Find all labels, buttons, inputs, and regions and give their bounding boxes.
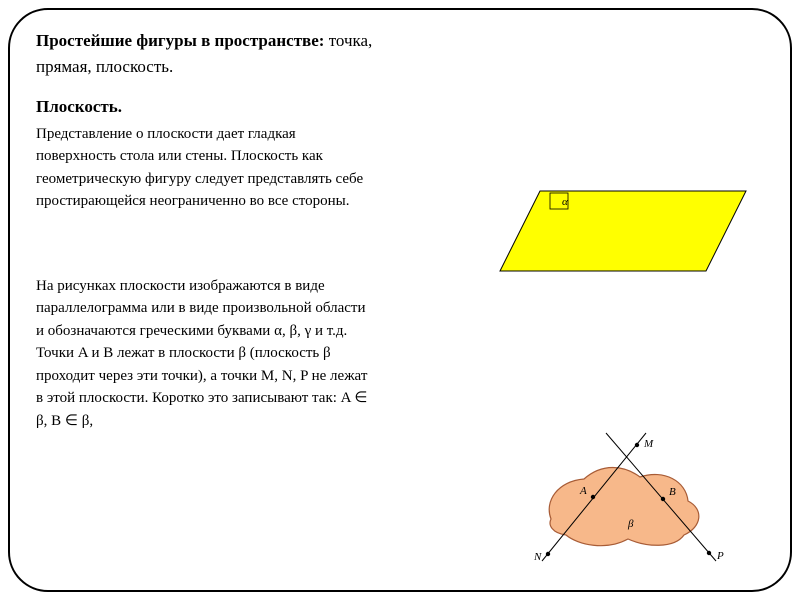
plane-parallelogram: [500, 191, 746, 271]
label-A: A: [579, 485, 587, 497]
label-N: N: [533, 551, 542, 563]
label-B: B: [669, 486, 676, 498]
plane-figure: α: [494, 173, 754, 293]
paragraph-2: На рисунках плоскости изображаются в вид…: [36, 275, 376, 433]
blob-figure: A B M N P β: [506, 423, 746, 573]
label-beta: β: [627, 518, 634, 530]
point-B: [661, 497, 665, 501]
label-P: P: [716, 550, 724, 562]
point-P: [707, 551, 711, 555]
blob-region: [549, 468, 699, 546]
slide-content: Простейшие фигуры в пространстве: точка,…: [36, 28, 764, 580]
section-head: Плоскость.: [36, 97, 764, 117]
title-block: Простейшие фигуры в пространстве: точка,…: [36, 28, 376, 81]
title-bold: Простейшие фигуры в пространстве:: [36, 31, 324, 50]
point-M: [635, 443, 639, 447]
paragraph-1: Представление о плоскости дает гладкая п…: [36, 123, 376, 213]
point-A: [591, 495, 595, 499]
point-N: [546, 552, 550, 556]
plane-alpha-label: α: [562, 196, 568, 208]
label-M: M: [643, 438, 654, 450]
